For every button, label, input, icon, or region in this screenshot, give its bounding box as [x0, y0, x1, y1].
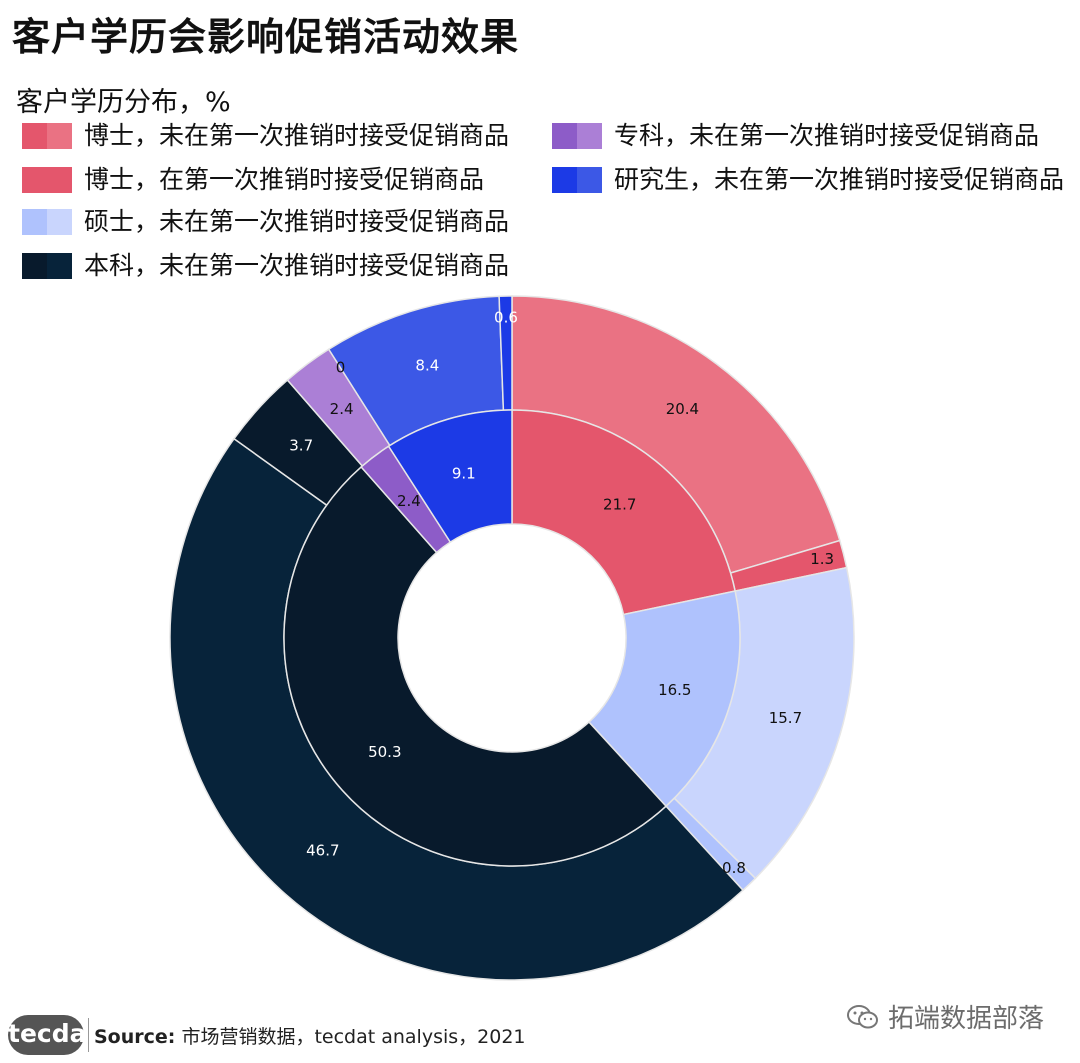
legend-item-graduate-not-accepted: 研究生，未在第一次推销时接受促销商品: [552, 164, 1077, 196]
legend-label: 研究生，未在第一次推销时接受促销商品: [614, 165, 1065, 194]
legend-swatch: [552, 123, 602, 149]
chart-title: 客户学历会影响促销活动效果: [12, 15, 520, 59]
outer-ring-value-label: 0.6: [494, 309, 518, 327]
legend-label: 博士，未在第一次推销时接受促销商品: [84, 121, 510, 150]
sunburst-chart: 20.4 1.3 15.7 0.8 46.7 3.7 2.4 0 8.4 0.6 21.7 16.5 5…: [169, 295, 855, 981]
inner-ring-value-label: 16.5: [658, 681, 691, 699]
inner-ring-value-label: 2.4: [397, 492, 421, 510]
legend: 博士，未在第一次推销时接受促销商品 博士，在第一次推销时接受促销商品 硕士，未在…: [0, 0, 1080, 290]
inner-ring: [283, 409, 741, 867]
source-text: 市场营销数据，tecdat analysis，2021: [181, 1026, 526, 1048]
outer-ring-value-label: 1.3: [810, 550, 834, 568]
legend-label: 专科，未在第一次推销时接受促销商品: [614, 121, 1040, 150]
outer-ring-value-label: 3.7: [289, 437, 313, 455]
legend-label: 硕士，未在第一次推销时接受促销商品: [84, 207, 510, 236]
inner-ring-segment: [283, 465, 668, 867]
chart-subtitle: 客户学历分布，%: [16, 87, 231, 118]
legend-label: 本科，未在第一次推销时接受促销商品: [84, 251, 510, 280]
outer-ring-value-label: 20.4: [666, 400, 699, 418]
wechat-icon: [846, 1004, 878, 1028]
source-note: Source: 市场营销数据，tecdat analysis，2021: [94, 1022, 526, 1049]
outer-ring: [169, 295, 855, 981]
outer-ring-value-label: 15.7: [769, 709, 802, 727]
inner-ring-segment: [387, 409, 513, 544]
legend-swatch: [22, 253, 72, 279]
outer-ring-value-label: 8.4: [415, 356, 439, 374]
legend-swatch: [22, 123, 72, 149]
inner-ring-segment: [511, 409, 737, 616]
inner-ring-value-label: 21.7: [603, 496, 636, 514]
legend-swatch: [22, 209, 72, 235]
watermark: 拓端数据部落: [846, 998, 1044, 1035]
inner-ring-value-label: 50.3: [368, 743, 401, 761]
footer-divider: [88, 1018, 89, 1052]
outer-ring-value-label: 0: [336, 358, 346, 376]
inner-ring-value-label: 9.1: [452, 464, 476, 482]
outer-ring-value-label: 0.8: [722, 859, 746, 877]
legend-label: 博士，在第一次推销时接受促销商品: [84, 165, 485, 194]
data-labels: 20.4 1.3 15.7 0.8 46.7 3.7 2.4 0 8.4 0.6 21.7 16.5 5…: [289, 309, 834, 877]
inner-ring-segment: [587, 590, 741, 808]
outer-ring-value-label: 2.4: [330, 400, 354, 418]
legend-item-master-not-accepted: 硕士，未在第一次推销时接受促销商品: [22, 206, 509, 238]
watermark-text: 拓端数据部落: [887, 1004, 1044, 1034]
outer-ring-value-label: 46.7: [306, 842, 339, 860]
legend-swatch: [22, 167, 72, 193]
legend-item-phd-accepted: 博士，在第一次推销时接受促销商品: [22, 164, 484, 196]
tecdat-logo: tecdat: [8, 1015, 98, 1055]
source-label: Source:: [94, 1026, 176, 1048]
legend-swatch: [552, 167, 602, 193]
legend-item-college-not-accepted: 专科，未在第一次推销时接受促销商品: [552, 120, 1039, 152]
legend-item-phd-not-accepted: 博士，未在第一次推销时接受促销商品: [22, 120, 509, 152]
legend-item-bachelor-not-accepted: 本科，未在第一次推销时接受促销商品: [22, 250, 509, 282]
